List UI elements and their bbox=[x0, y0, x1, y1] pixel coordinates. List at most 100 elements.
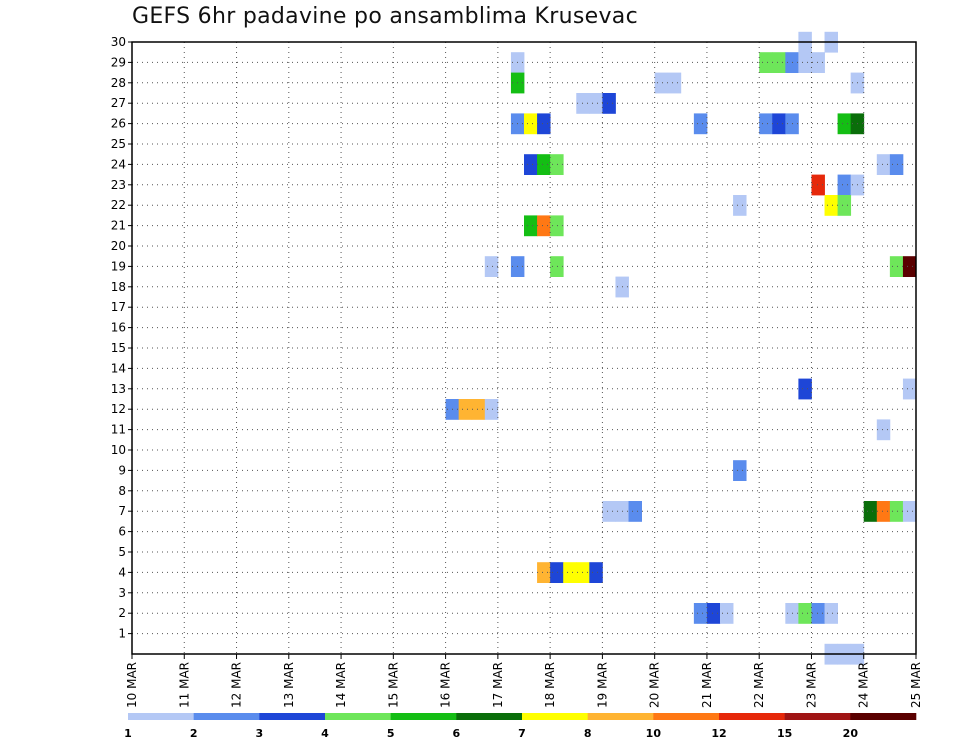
heatmap-cell bbox=[484, 399, 499, 420]
heatmap-cell bbox=[602, 93, 616, 114]
y-tick-label: 23 bbox=[111, 178, 126, 192]
legend-label: 1 bbox=[124, 727, 132, 740]
legend-swatch bbox=[653, 713, 720, 720]
heatmap-cell bbox=[837, 113, 852, 135]
heatmap-cell bbox=[471, 399, 486, 420]
heatmap-cell bbox=[902, 501, 917, 522]
y-tick-label: 30 bbox=[111, 35, 126, 49]
y-tick-label: 2 bbox=[118, 606, 126, 620]
y-tick-label: 19 bbox=[111, 259, 126, 273]
y-tick-label: 10 bbox=[111, 443, 126, 457]
legend-label: 6 bbox=[453, 727, 461, 740]
heatmap-cell bbox=[458, 399, 473, 420]
legend-swatch bbox=[850, 713, 917, 720]
x-tick-label: 13 MAR bbox=[282, 662, 296, 708]
heatmap-cell bbox=[537, 562, 551, 583]
heatmap-cell bbox=[876, 419, 891, 441]
heatmap-cell bbox=[524, 113, 538, 135]
heatmap-cell bbox=[889, 256, 904, 277]
heatmap-cell bbox=[602, 501, 616, 522]
chart-title: GEFS 6hr padavine po ansamblima Krusevac bbox=[132, 4, 638, 29]
heatmap-cell bbox=[824, 603, 838, 624]
legend-label: 10 bbox=[646, 727, 662, 740]
heatmap-cell bbox=[876, 154, 891, 175]
heatmap-cell bbox=[654, 72, 669, 94]
x-tick-label: 11 MAR bbox=[177, 662, 191, 708]
y-tick-label: 8 bbox=[118, 484, 126, 498]
y-tick-label: 16 bbox=[111, 321, 126, 335]
heatmap-cell bbox=[550, 215, 564, 237]
legend-label: 2 bbox=[190, 727, 198, 740]
heatmap-cell bbox=[837, 174, 852, 196]
y-tick-label: 21 bbox=[111, 219, 126, 233]
heatmap-cells bbox=[445, 31, 917, 665]
heatmap-cell bbox=[563, 562, 577, 583]
heatmap-cell bbox=[720, 603, 734, 624]
x-tick-label: 10 MAR bbox=[125, 662, 139, 708]
y-tick-label: 27 bbox=[111, 96, 126, 110]
y-tick-label: 24 bbox=[111, 157, 126, 171]
heatmap-cell bbox=[772, 52, 786, 73]
y-tick-label: 6 bbox=[118, 525, 126, 539]
x-tick-label: 16 MAR bbox=[439, 662, 453, 708]
y-tick-label: 9 bbox=[118, 463, 126, 477]
x-tick-label: 17 MAR bbox=[491, 662, 505, 708]
y-tick-label: 1 bbox=[118, 627, 126, 641]
x-tick-label: 24 MAR bbox=[857, 662, 871, 708]
heatmap-cell bbox=[798, 378, 812, 400]
heatmap-cell bbox=[537, 113, 551, 135]
legend-swatch bbox=[390, 713, 457, 720]
x-tick-label: 22 MAR bbox=[752, 662, 766, 708]
x-tick-label: 21 MAR bbox=[700, 662, 714, 708]
y-tick-label: 11 bbox=[111, 423, 126, 437]
y-tick-label: 4 bbox=[118, 565, 126, 579]
heatmap-cell bbox=[706, 603, 721, 624]
heatmap-cell bbox=[537, 154, 551, 175]
x-tick-label: 12 MAR bbox=[230, 662, 244, 708]
legend-swatch bbox=[193, 713, 260, 720]
legend-label: 15 bbox=[777, 727, 792, 740]
y-tick-label: 26 bbox=[111, 117, 126, 131]
y-tick-label: 12 bbox=[111, 402, 126, 416]
heatmap-cell bbox=[524, 215, 538, 237]
x-tick-label: 19 MAR bbox=[595, 662, 609, 708]
heatmap-cell bbox=[837, 195, 852, 216]
legend-swatch bbox=[456, 713, 523, 720]
heatmap-cell bbox=[589, 562, 603, 583]
heatmap-cell bbox=[902, 378, 917, 400]
heatmap-cell bbox=[759, 52, 773, 73]
x-tick-label: 25 MAR bbox=[909, 662, 923, 708]
heatmap-cell bbox=[733, 460, 747, 481]
heatmap-cell bbox=[889, 154, 904, 175]
heatmap-cell bbox=[550, 256, 564, 277]
y-tick-label: 29 bbox=[111, 55, 126, 69]
y-tick-label: 18 bbox=[111, 280, 126, 294]
heatmap-cell bbox=[759, 113, 773, 135]
y-tick-label: 5 bbox=[118, 545, 126, 559]
x-tick-label: 15 MAR bbox=[386, 662, 400, 708]
heatmap-cell bbox=[863, 501, 878, 522]
legend-label: 4 bbox=[321, 727, 329, 740]
y-tick-label: 17 bbox=[111, 300, 126, 314]
heatmap-cell bbox=[824, 195, 838, 216]
legend-swatch bbox=[587, 713, 654, 720]
y-tick-label: 28 bbox=[111, 76, 126, 90]
legend-label: 8 bbox=[584, 727, 592, 740]
legend-label: 7 bbox=[518, 727, 526, 740]
heatmap-cell bbox=[798, 603, 812, 624]
legend-label: 20 bbox=[843, 727, 859, 740]
y-tick-label: 14 bbox=[111, 361, 126, 375]
heatmap-cell bbox=[550, 154, 564, 175]
heatmap-cell bbox=[772, 113, 786, 135]
axes: 1234567891011121314151617181920212223242… bbox=[111, 35, 923, 708]
heatmap-cell bbox=[889, 501, 904, 522]
heatmap-cell bbox=[811, 174, 825, 196]
y-tick-label: 25 bbox=[111, 137, 126, 151]
y-tick-label: 20 bbox=[111, 239, 126, 253]
legend-swatch bbox=[522, 713, 588, 720]
legend-swatch bbox=[259, 713, 326, 720]
heatmap-cell bbox=[524, 154, 538, 175]
x-tick-label: 20 MAR bbox=[648, 662, 662, 708]
heatmap-cell bbox=[550, 562, 564, 583]
